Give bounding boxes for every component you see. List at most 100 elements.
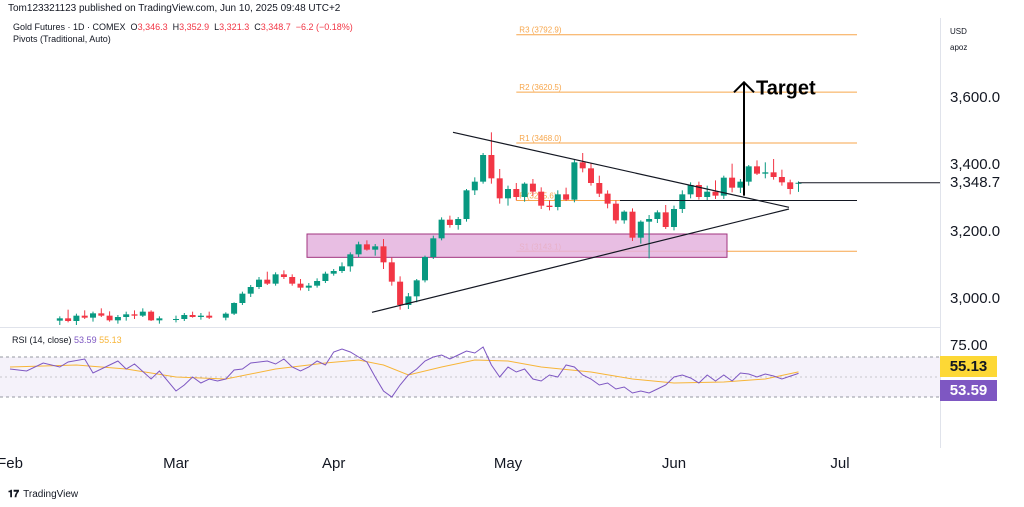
candle-10 (90, 313, 96, 318)
ohlc-high-label: H (172, 22, 180, 32)
candle-81 (679, 194, 686, 209)
candle-30 (256, 279, 262, 287)
candle-18 (156, 318, 163, 321)
candle-83 (695, 185, 702, 197)
candle-43 (363, 244, 370, 250)
candle-87 (729, 177, 736, 188)
candle-67 (563, 194, 570, 200)
candle-70 (588, 168, 594, 183)
candle-12 (106, 315, 113, 321)
ohlc-low: 3,321.3 (219, 22, 250, 32)
candle-69 (579, 162, 586, 169)
candle-80 (671, 209, 677, 227)
candle-68 (571, 162, 578, 200)
ohlc-low-label: L (214, 22, 220, 32)
candle-29 (247, 287, 254, 294)
candle-26 (222, 313, 229, 318)
target-arrow-head (733, 80, 755, 94)
candle-92 (770, 172, 777, 177)
symbol-legend: Gold Futures · 1D · COMEX O3,346.3 H3,35… (13, 22, 353, 32)
candle-74 (621, 211, 628, 221)
candle-66 (554, 194, 561, 207)
candle-59 (496, 178, 503, 199)
price-tick-3600: 3,600.0 (950, 89, 1001, 106)
ohlc-close-label: C (254, 22, 261, 32)
candle-58 (488, 155, 495, 179)
currency-label[interactable]: USD (950, 27, 967, 36)
candle-93 (778, 177, 785, 183)
candle-40 (339, 266, 345, 271)
candle-44 (372, 246, 379, 250)
panel-separator (0, 327, 940, 328)
candle-71 (596, 183, 603, 194)
candle-78 (654, 212, 661, 219)
candle-94 (787, 182, 794, 189)
candle-85 (712, 191, 719, 196)
candle-9 (81, 315, 88, 318)
triangle-upper-line (452, 131, 790, 208)
x-tick-Mar: Mar (163, 455, 189, 472)
price-tick-3200: 3,200.0 (950, 223, 1001, 240)
symbol-line: Gold Futures · 1D · COMEX (13, 22, 126, 32)
candle-32 (272, 274, 279, 284)
candle-55 (463, 190, 470, 219)
candle-31 (264, 279, 271, 284)
rsi-legend-ma-value: 55.13 (99, 335, 122, 345)
candle-42 (355, 244, 362, 255)
tradingview-brand[interactable]: 𝟏𝟕 TradingView (8, 489, 78, 500)
candle-62 (521, 183, 528, 197)
candle-15 (131, 314, 138, 316)
user-label: apoz (950, 43, 968, 52)
candle-14 (123, 314, 130, 317)
candle-38 (322, 273, 329, 281)
candle-88 (737, 181, 744, 188)
publisher-credit: Tom123321123 published on TradingView.co… (8, 3, 341, 14)
ohlc-change: −6.2 (−0.18%) (295, 22, 353, 32)
candle-47 (397, 281, 404, 305)
candle-46 (388, 262, 395, 282)
candle-79 (662, 212, 669, 227)
brand-text: TradingView (23, 489, 79, 500)
candle-61 (513, 189, 520, 197)
rsi-legend: RSI (14, close) 53.59 55.13 (12, 335, 122, 345)
rsi-legend-name: RSI (14, close) (12, 335, 72, 345)
candle-73 (612, 203, 619, 221)
pivot-label-2: R1 (3468.0) (519, 134, 562, 143)
candle-23 (197, 315, 204, 317)
candle-13 (114, 317, 121, 321)
candle-48 (405, 296, 412, 305)
candle-57 (480, 155, 487, 182)
candle-64 (538, 191, 545, 206)
ohlc-high: 3,352.9 (179, 22, 210, 32)
candle-17 (148, 311, 155, 321)
candle-50 (422, 257, 428, 281)
ohlc-close: 3,348.7 (260, 22, 291, 32)
target-label: Target (756, 77, 816, 99)
candle-51 (430, 238, 437, 257)
candle-90 (754, 166, 760, 174)
candle-28 (239, 293, 246, 303)
candle-63 (529, 183, 536, 192)
candle-21 (181, 315, 188, 319)
candle-86 (720, 177, 727, 196)
candle-11 (98, 313, 105, 316)
candle-39 (330, 271, 337, 274)
candle-75 (629, 211, 636, 238)
candle-37 (314, 281, 321, 286)
rsi-ma-badge: 55.13 (940, 356, 997, 377)
ohlc-open: 3,346.3 (137, 22, 168, 32)
candle-8 (73, 315, 80, 321)
candle-41 (347, 254, 354, 267)
rsi-legend-value: 53.59 (74, 335, 97, 345)
x-tick-Jul: Jul (830, 455, 849, 472)
price-axis-separator (940, 18, 941, 448)
candle-60 (505, 189, 511, 199)
candle-56 (471, 181, 478, 191)
pivots-indicator-legend: Pivots (Traditional, Auto) (13, 34, 111, 44)
candle-20 (173, 319, 179, 320)
candle-54 (455, 219, 462, 225)
last-price-label: 3,348.7 (950, 174, 1001, 191)
rsi-value-badge: 53.59 (940, 380, 997, 401)
rsi-axis-75: 75.00 (950, 337, 988, 354)
